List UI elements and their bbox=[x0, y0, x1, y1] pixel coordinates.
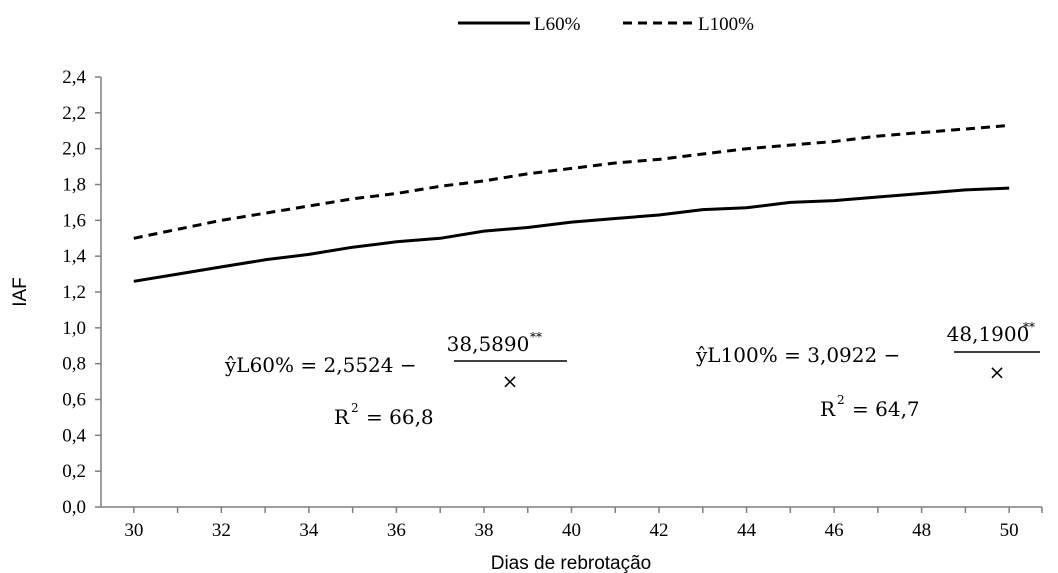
x-tick-label: 30 bbox=[124, 520, 143, 541]
x-tick-marks bbox=[133, 507, 1043, 513]
legend-label-l60: L60% bbox=[534, 14, 581, 35]
y-tick-label: 0,6 bbox=[62, 390, 86, 411]
equation-l60-lhs: ŷL60% = 2,5524 − bbox=[224, 353, 417, 377]
equation-l60-significance: ** bbox=[530, 330, 542, 344]
legend: L60% L100% bbox=[458, 14, 754, 35]
equation-l100-numerator: 48,1900 bbox=[947, 322, 1030, 346]
x-tick-label: 44 bbox=[737, 520, 757, 541]
x-tick-label: 36 bbox=[387, 520, 406, 541]
x-tick-label: 42 bbox=[650, 520, 669, 541]
series-line-l100 bbox=[133, 123, 1010, 240]
x-tick-label: 38 bbox=[474, 520, 493, 541]
y-tick-label: 2,4 bbox=[62, 67, 86, 88]
y-tick-label: 1,0 bbox=[62, 318, 86, 339]
x-tick-label: 50 bbox=[1000, 520, 1019, 541]
y-tick-label: 0,2 bbox=[62, 461, 86, 482]
y-tick-labels: 0,0 0,2 0,4 0,6 0,8 1,0 1,2 1,4 1,6 1,8 2,0 2,2 2,4 bbox=[62, 67, 86, 518]
y-tick-marks bbox=[95, 76, 101, 508]
x-tick-label: 46 bbox=[825, 520, 844, 541]
axes: 0,00,20,40,60,81,01,21,41,61,82,02,22,4 … bbox=[62, 67, 1043, 541]
r2-l60-exponent: 2 bbox=[351, 401, 359, 415]
y-tick-label: 1,2 bbox=[62, 282, 86, 303]
x-tick-label: 48 bbox=[912, 520, 931, 541]
y-tick-label: 1,6 bbox=[62, 210, 86, 231]
x-tick-label: 32 bbox=[212, 520, 231, 541]
r2-l60-value: = 66,8 bbox=[366, 405, 434, 429]
y-tick-label: 2,0 bbox=[62, 139, 86, 160]
y-tick-label: 1,8 bbox=[62, 175, 86, 196]
equation-l60: ŷL60% = 2,5524 − 38,5890 ** × R 2 = 66,8 bbox=[224, 330, 567, 429]
series-line-l60 bbox=[133, 186, 1010, 283]
x-tick-label: 34 bbox=[299, 520, 319, 541]
equation-l100-significance: ** bbox=[1023, 320, 1035, 334]
equation-l100-denominator: × bbox=[989, 360, 1006, 384]
y-tick-label: 1,4 bbox=[62, 246, 86, 267]
y-tick-label: 0,8 bbox=[62, 354, 86, 375]
r2-l60-prefix: R bbox=[334, 405, 350, 429]
y-tick-label: 0,0 bbox=[62, 497, 86, 518]
r2-l100-exponent: 2 bbox=[837, 393, 845, 407]
equation-l60-denominator: × bbox=[502, 369, 519, 393]
r2-l100-value: = 64,7 bbox=[852, 397, 920, 421]
equation-l100: ŷL100% = 3,0922 − 48,1900 ** × R 2 = 64,… bbox=[695, 320, 1040, 421]
legend-label-l100: L100% bbox=[698, 14, 754, 35]
x-tick-labels: 30 32 34 36 38 40 42 44 46 48 50 bbox=[124, 520, 1018, 541]
equation-l60-numerator: 38,5890 bbox=[447, 332, 530, 356]
y-tick-label: 2,2 bbox=[62, 103, 86, 124]
y-tick-label: 0,4 bbox=[62, 425, 86, 446]
series-layer bbox=[133, 123, 1010, 283]
equation-l100-lhs: ŷL100% = 3,0922 − bbox=[695, 343, 900, 367]
x-axis-title: Dias de rebrotação bbox=[491, 553, 652, 573]
y-axis-title: IAF bbox=[10, 277, 31, 307]
x-tick-label: 40 bbox=[562, 520, 581, 541]
r2-l100-prefix: R bbox=[820, 397, 836, 421]
